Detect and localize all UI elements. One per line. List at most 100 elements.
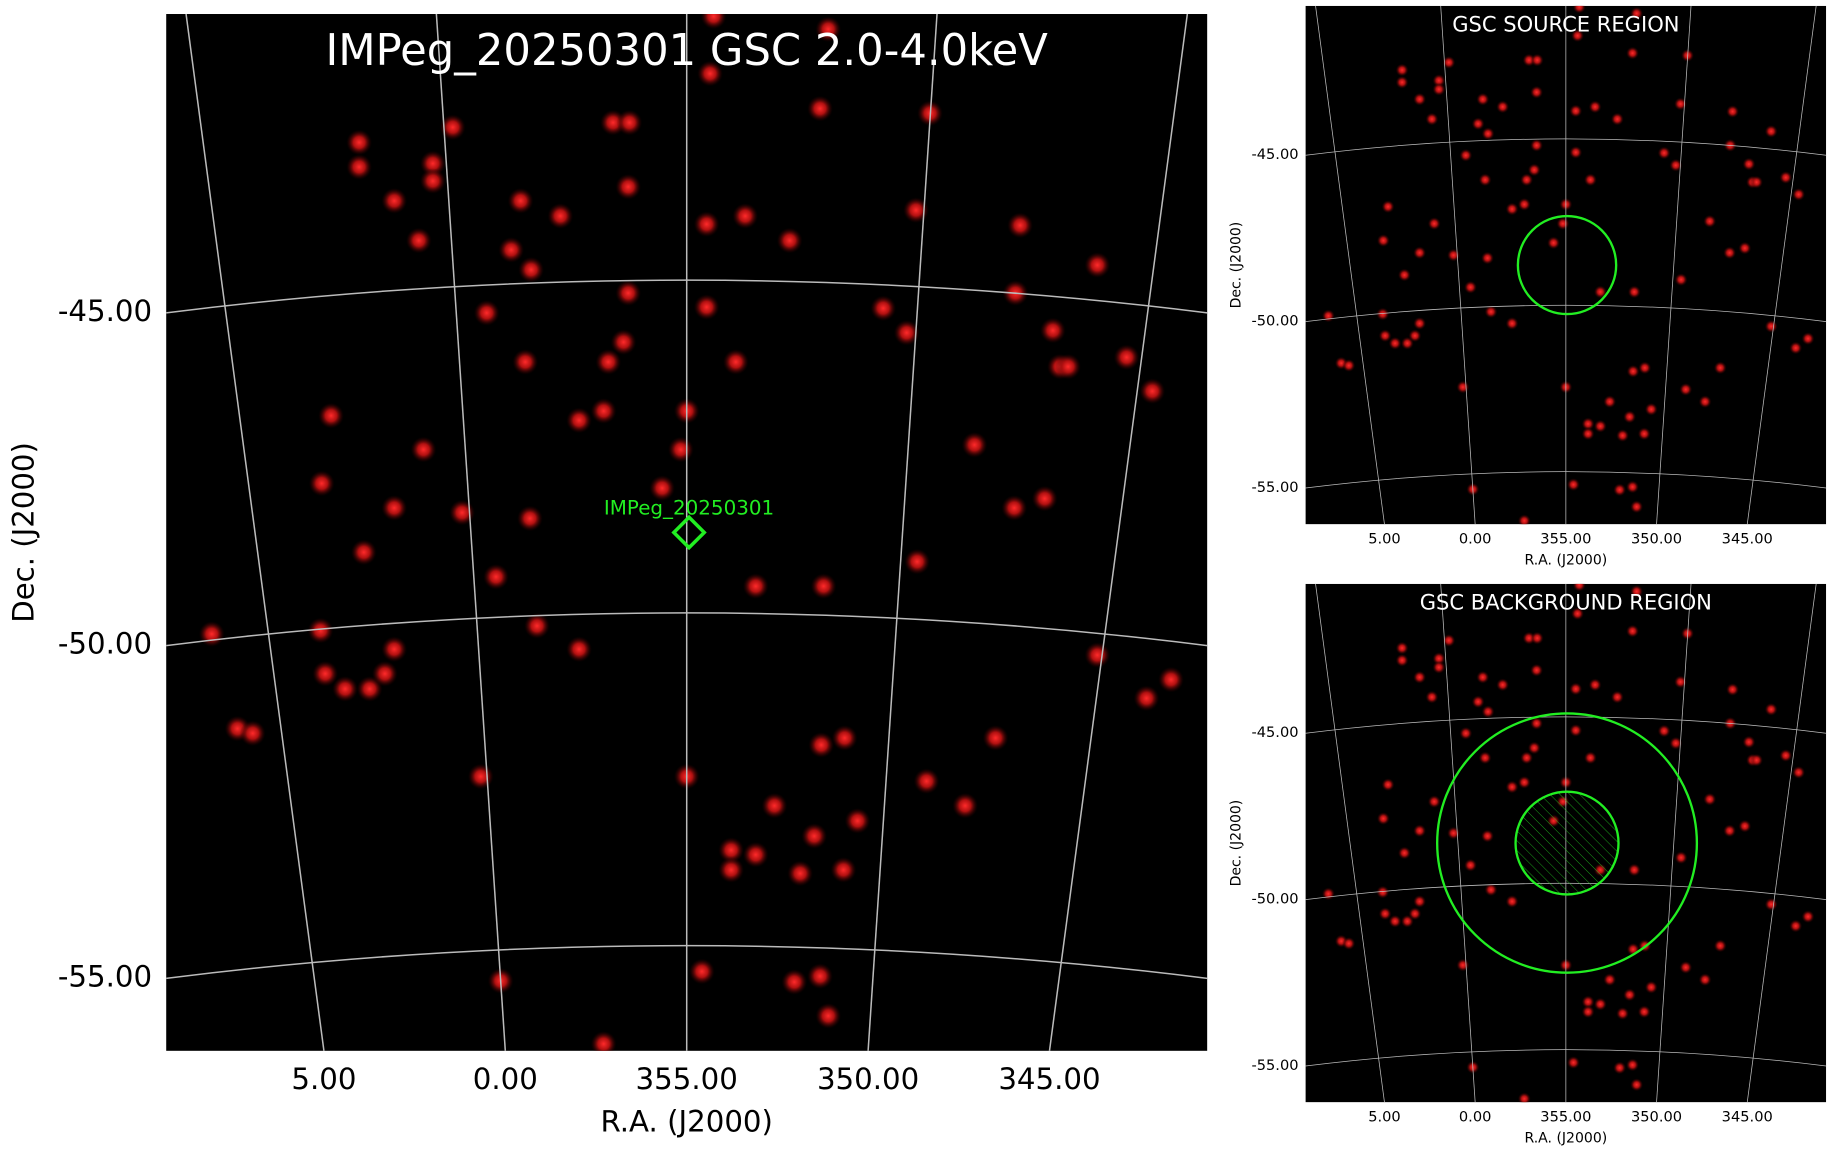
source [1764, 124, 1778, 138]
source [1569, 682, 1583, 696]
source [952, 792, 979, 819]
source [1413, 895, 1427, 908]
x-tick-label: 350.00 [817, 1062, 919, 1096]
source [1321, 887, 1335, 901]
source [1792, 187, 1806, 201]
source [1378, 329, 1392, 343]
source [615, 280, 642, 306]
source [693, 211, 720, 238]
x-tick-label: 0.00 [1459, 1108, 1492, 1125]
source [1616, 429, 1630, 442]
source [1779, 749, 1793, 762]
source [1613, 483, 1627, 497]
source [1381, 778, 1395, 792]
source [1726, 683, 1739, 696]
grid-line [1440, 583, 1476, 1103]
source [1456, 958, 1470, 972]
source [1464, 280, 1477, 294]
source [1556, 217, 1570, 231]
source [1517, 197, 1531, 211]
x-tick-label: 355.00 [636, 1062, 738, 1096]
x-tick-label: 345.00 [1722, 530, 1773, 547]
source [1801, 332, 1815, 346]
source [807, 963, 833, 990]
source [1616, 1007, 1630, 1020]
source [1505, 202, 1519, 216]
source [1520, 173, 1534, 187]
y-tick-label: -45.00 [58, 294, 152, 328]
source [1517, 1092, 1531, 1103]
source [1084, 252, 1111, 278]
source [1447, 826, 1460, 840]
source [1376, 812, 1390, 825]
source [1388, 336, 1402, 350]
source [1471, 695, 1485, 709]
source [1395, 63, 1409, 77]
source [1342, 359, 1356, 372]
source [1567, 478, 1580, 492]
source [307, 617, 334, 644]
sky [1305, 5, 1827, 525]
source [308, 470, 335, 497]
source [1626, 1058, 1639, 1072]
source [1133, 685, 1160, 712]
source [1703, 792, 1717, 806]
source [1397, 846, 1411, 860]
source [1432, 82, 1446, 96]
source [1644, 980, 1658, 994]
x-tick-label: 345.00 [998, 1062, 1100, 1096]
source [1425, 112, 1439, 126]
source [1572, 583, 1586, 592]
source [381, 187, 408, 214]
source [1413, 670, 1427, 684]
source [693, 294, 720, 320]
source [473, 300, 500, 326]
source [1657, 724, 1671, 738]
source [801, 823, 828, 849]
target-marker [671, 514, 707, 551]
source [483, 563, 509, 590]
source [1679, 382, 1693, 396]
source [1395, 75, 1409, 89]
source [1530, 85, 1544, 99]
source [1723, 246, 1737, 260]
source [566, 636, 592, 663]
source [346, 154, 373, 180]
source [1496, 678, 1510, 692]
source [1527, 163, 1541, 177]
source [1007, 212, 1033, 239]
source [903, 197, 929, 224]
grid-line [1305, 304, 1827, 323]
panel-frame [166, 14, 1208, 1051]
source [1593, 285, 1607, 299]
source [1084, 642, 1111, 668]
source [1792, 765, 1806, 779]
grid-line [867, 14, 938, 1051]
source [524, 613, 550, 639]
source [722, 349, 749, 375]
source [1408, 907, 1422, 921]
source [1669, 736, 1683, 750]
source [961, 432, 988, 458]
grid-line [1305, 471, 1827, 489]
y-tick-label: -50.00 [58, 627, 152, 661]
source [1395, 641, 1409, 655]
grid-line [166, 279, 1208, 314]
source [732, 203, 759, 229]
chart-title: GSC BACKGROUND REGION [1420, 590, 1712, 615]
source [419, 168, 446, 194]
source [547, 203, 574, 229]
source [807, 95, 833, 122]
source [1471, 117, 1485, 131]
source [1613, 1061, 1627, 1075]
panel-frame [1305, 583, 1827, 1103]
source [346, 129, 373, 156]
grid-line [1746, 583, 1817, 1103]
panel [1305, 583, 1827, 1103]
source [1626, 480, 1639, 494]
source [1627, 863, 1641, 877]
source [697, 60, 723, 87]
source [1779, 171, 1793, 184]
source [870, 295, 897, 322]
source [1593, 997, 1607, 1011]
